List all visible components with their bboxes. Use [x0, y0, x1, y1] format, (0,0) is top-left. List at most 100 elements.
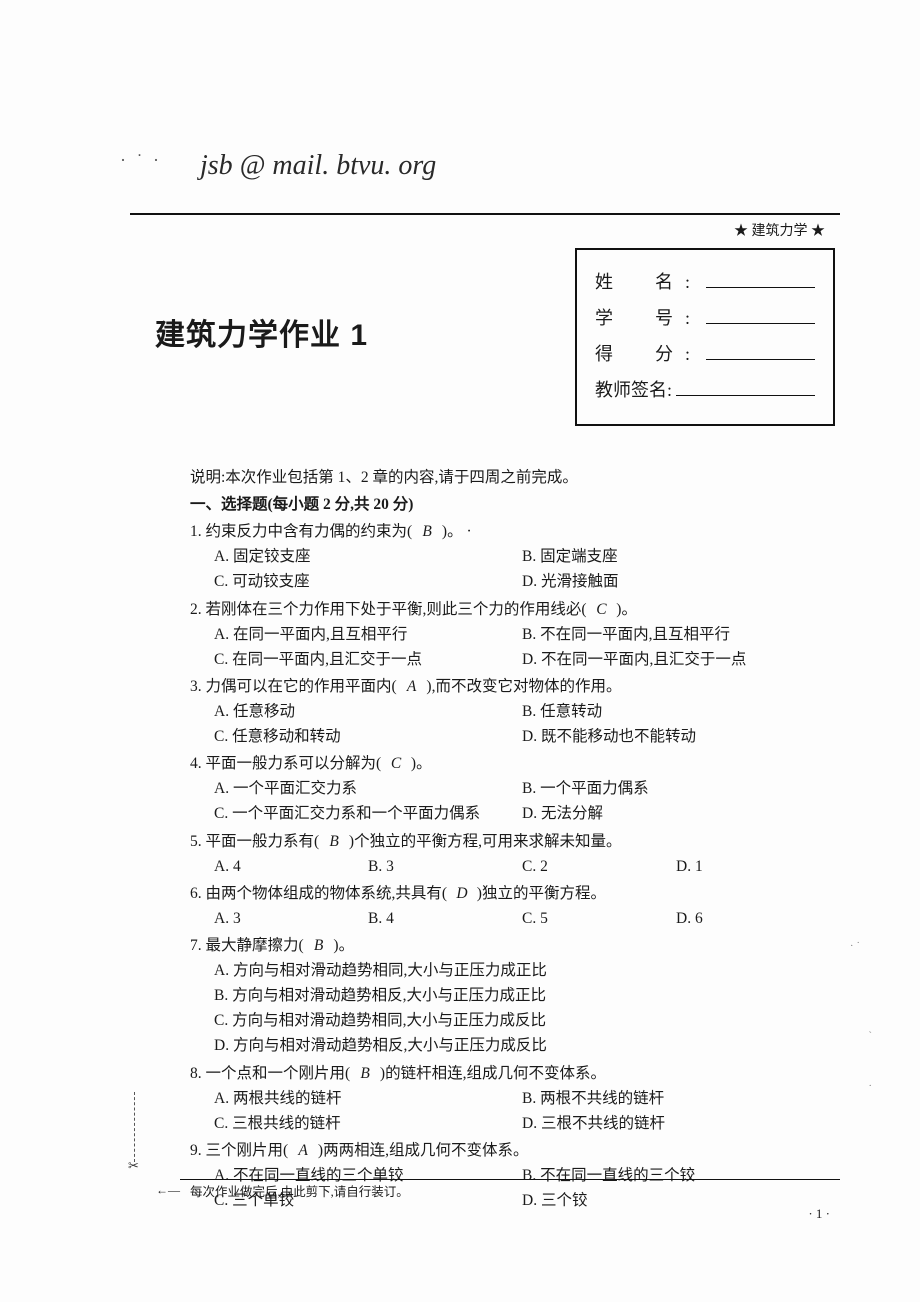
instructions-text: 说明:本次作业包括第 1、2 章的内容,请于四周之前完成。	[190, 465, 830, 490]
name-blank-line	[706, 269, 815, 288]
stem-after: )的链杆相连,组成几何不变体系。	[376, 1065, 606, 1082]
option: A. 3	[214, 906, 368, 931]
stem-before: 若刚体在三个力作用下处于平衡,则此三个力的作用线必(	[206, 601, 591, 618]
question: 4. 平面一般力系可以分解为( C )。A. 一个平面汇交力系B. 一个平面力偶…	[190, 751, 830, 826]
option: B. 3	[368, 854, 522, 879]
binding-dash-marks	[134, 1092, 141, 1162]
question-stem: 5. 平面一般力系有( B )个独立的平衡方程,可用来求解未知量。	[190, 829, 830, 854]
teacher-label: 教师签名:	[595, 372, 672, 408]
stem-after: )独立的平衡方程。	[473, 885, 606, 902]
option: B. 固定端支座	[522, 544, 830, 569]
options: A. 3B. 4C. 5D. 6	[190, 906, 830, 931]
question-number: 3.	[190, 678, 206, 695]
option: C. 一个平面汇交力系和一个平面力偶系	[214, 801, 522, 826]
bottom-horizontal-rule	[180, 1179, 840, 1180]
options: A. 4B. 3C. 2D. 1	[190, 854, 830, 879]
content-block: 说明:本次作业包括第 1、2 章的内容,请于四周之前完成。 一、选择题(每小题 …	[190, 465, 830, 1215]
option: C. 在同一平面内,且汇交于一点	[214, 647, 522, 672]
question-stem: 8. 一个点和一个刚片用( B )的链杆相连,组成几何不变体系。	[190, 1061, 830, 1086]
scan-dust: · ˙	[850, 940, 860, 952]
stem-after: )个独立的平衡方程,可用来求解未知量。	[345, 833, 621, 850]
scan-dust: `	[868, 1030, 872, 1042]
stem-after: )。 ·	[438, 523, 472, 540]
course-header: ★ 建筑力学 ★	[734, 220, 825, 240]
option: B. 一个平面力偶系	[522, 776, 830, 801]
options: A. 固定铰支座B. 固定端支座C. 可动铰支座D. 光滑接触面	[190, 544, 830, 594]
scan-speckle: · ˙ ·	[120, 150, 162, 171]
question-number: 8.	[190, 1065, 206, 1082]
score-label: 得 分:	[595, 336, 702, 372]
stem-before: 平面一般力系可以分解为(	[206, 755, 386, 772]
stem-after: )。	[330, 937, 355, 954]
info-row-name: 姓 名:	[595, 264, 815, 300]
option: C. 5	[522, 906, 676, 931]
question: 2. 若刚体在三个力作用下处于平衡,则此三个力的作用线必( C )。A. 在同一…	[190, 597, 830, 672]
option: D. 6	[676, 906, 830, 931]
question: 6. 由两个物体组成的物体系统,共具有( D )独立的平衡方程。A. 3B. 4…	[190, 881, 830, 931]
option: A. 固定铰支座	[214, 544, 522, 569]
options: A. 一个平面汇交力系B. 一个平面力偶系C. 一个平面汇交力系和一个平面力偶系…	[190, 776, 830, 826]
question-stem: 7. 最大静摩擦力( B )。	[190, 933, 830, 958]
option: D. 不在同一平面内,且汇交于一点	[522, 647, 830, 672]
option: B. 不在同一平面内,且互相平行	[522, 622, 830, 647]
stem-before: 力偶可以在它的作用平面内(	[206, 678, 401, 695]
teacher-blank-line	[676, 377, 815, 396]
id-blank-line	[706, 305, 815, 324]
handwritten-answer: A	[292, 1138, 314, 1163]
question-stem: 4. 平面一般力系可以分解为( C )。	[190, 751, 830, 776]
option: B. 任意转动	[522, 699, 830, 724]
cut-arrow: ←—	[156, 1183, 180, 1198]
question-stem: 6. 由两个物体组成的物体系统,共具有( D )独立的平衡方程。	[190, 881, 830, 906]
id-label: 学 号:	[595, 300, 702, 336]
stem-after: )。	[612, 601, 637, 618]
handwritten-email: jsb @ mail. btvu. org	[200, 150, 436, 182]
questions-list: 1. 约束反力中含有力偶的约束为( B )。 ·A. 固定铰支座B. 固定端支座…	[190, 519, 830, 1213]
options: A. 方向与相对滑动趋势相同,大小与正压力成正比B. 方向与相对滑动趋势相反,大…	[190, 958, 830, 1058]
option: C. 三根共线的链杆	[214, 1111, 522, 1136]
stem-before: 平面一般力系有(	[206, 833, 324, 850]
assignment-title: 建筑力学作业 1	[155, 310, 368, 354]
option: A. 任意移动	[214, 699, 522, 724]
option: D. 光滑接触面	[522, 569, 830, 594]
section-header: 一、选择题(每小题 2 分,共 20 分)	[190, 492, 830, 517]
option: A. 两根共线的链杆	[214, 1086, 522, 1111]
handwritten-answer: B	[323, 829, 345, 854]
student-info-box: 姓 名: 学 号: 得 分: 教师签名:	[575, 248, 835, 426]
option: D. 方向与相对滑动趋势相反,大小与正压力成反比	[214, 1033, 830, 1058]
handwritten-answer: D	[451, 881, 473, 906]
option: A. 4	[214, 854, 368, 879]
option: B. 两根不共线的链杆	[522, 1086, 830, 1111]
question-stem: 1. 约束反力中含有力偶的约束为( B )。 ·	[190, 519, 830, 544]
scissors-icon: ✂	[128, 1158, 139, 1174]
scan-dust: ·	[868, 1080, 872, 1092]
top-horizontal-rule	[130, 213, 840, 215]
option: D. 无法分解	[522, 801, 830, 826]
handwritten-answer: B	[354, 1061, 376, 1086]
worksheet-page: · ˙ · jsb @ mail. btvu. org ★ 建筑力学 ★ 姓 名…	[0, 0, 920, 1302]
handwritten-answer: B	[416, 519, 438, 544]
info-row-id: 学 号:	[595, 300, 815, 336]
option: D. 1	[676, 854, 830, 879]
handwritten-answer: B	[308, 933, 330, 958]
stem-before: 由两个物体组成的物体系统,共具有(	[206, 885, 451, 902]
option: B. 4	[368, 906, 522, 931]
option: D. 三个铰	[522, 1188, 830, 1213]
options: A. 两根共线的链杆B. 两根不共线的链杆C. 三根共线的链杆D. 三根不共线的…	[190, 1086, 830, 1136]
option: A. 在同一平面内,且互相平行	[214, 622, 522, 647]
stem-before: 约束反力中含有力偶的约束为(	[206, 523, 417, 540]
stem-before: 一个点和一个刚片用(	[206, 1065, 355, 1082]
options: A. 任意移动B. 任意转动C. 任意移动和转动D. 既不能移动也不能转动	[190, 699, 830, 749]
stem-before: 最大静摩擦力(	[206, 937, 308, 954]
question-number: 7.	[190, 937, 206, 954]
name-label: 姓 名:	[595, 264, 702, 300]
question-number: 4.	[190, 755, 206, 772]
option: C. 任意移动和转动	[214, 724, 522, 749]
handwritten-answer: A	[401, 674, 423, 699]
question-number: 9.	[190, 1142, 206, 1159]
question-number: 5.	[190, 833, 206, 850]
stem-before: 三个刚片用(	[206, 1142, 293, 1159]
question: 5. 平面一般力系有( B )个独立的平衡方程,可用来求解未知量。A. 4B. …	[190, 829, 830, 879]
option: C. 2	[522, 854, 676, 879]
score-blank-line	[706, 341, 815, 360]
question-number: 6.	[190, 885, 206, 902]
